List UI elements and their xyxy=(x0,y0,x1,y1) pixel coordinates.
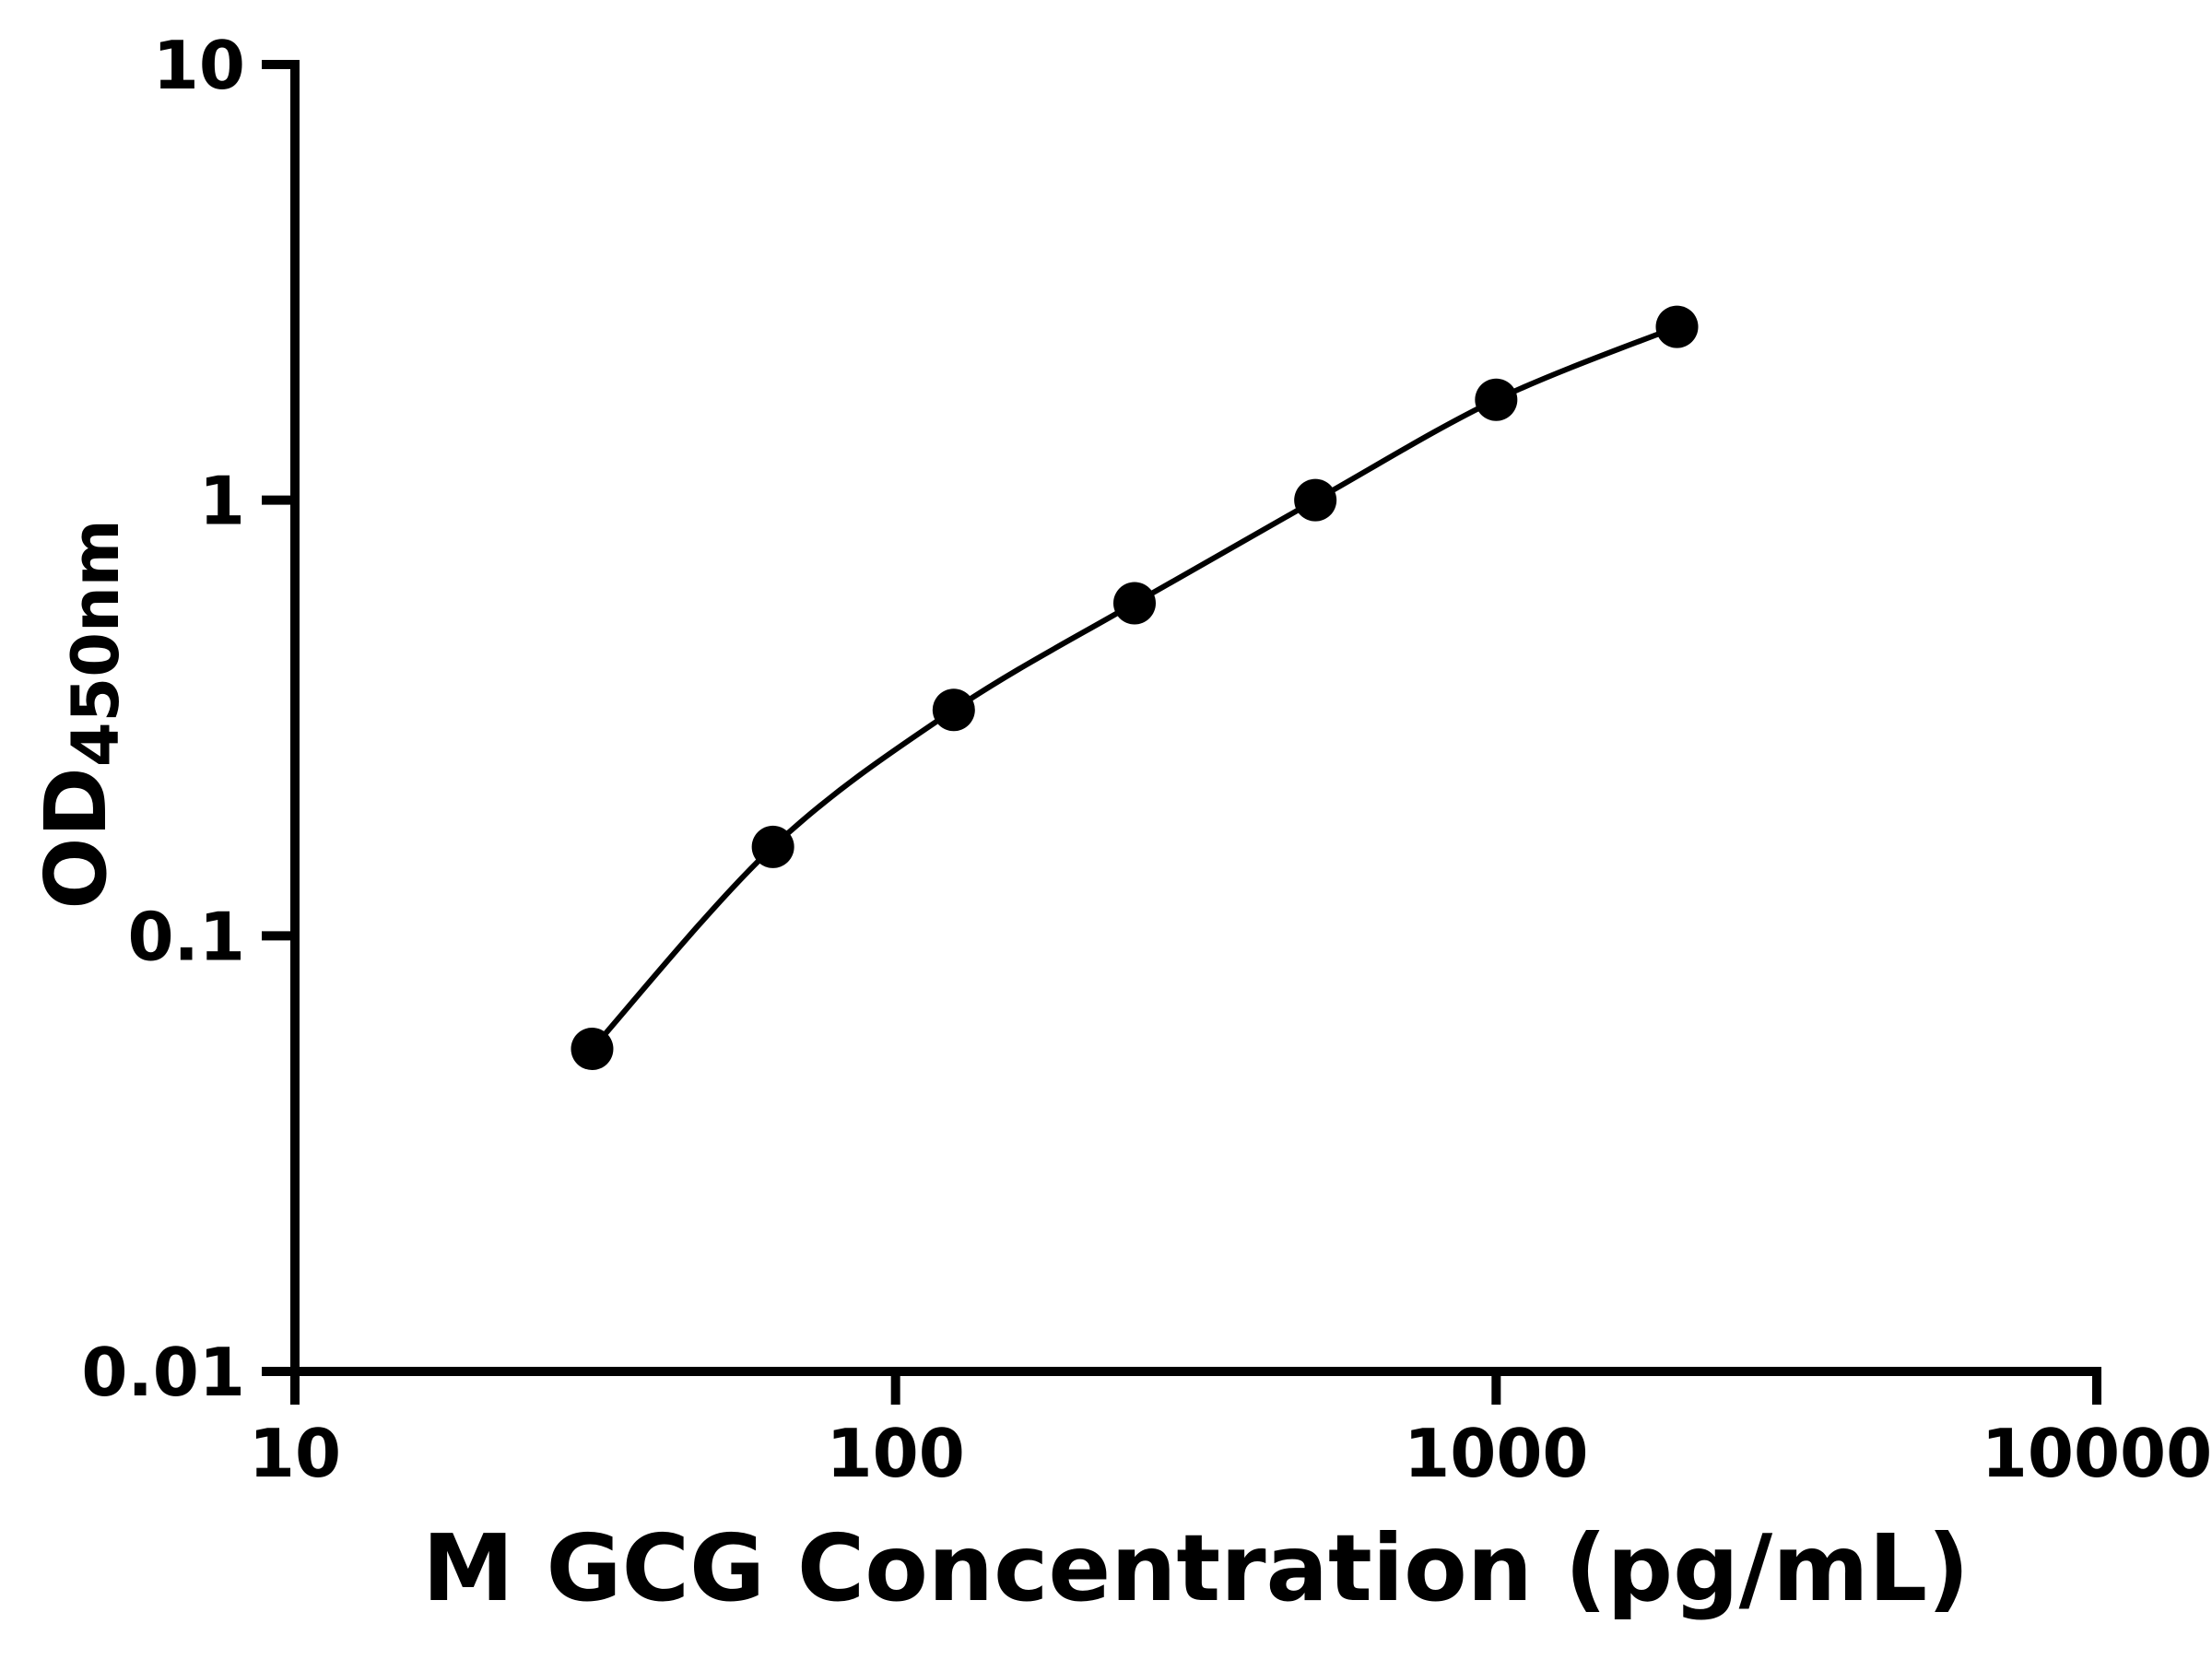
data-point xyxy=(1112,582,1156,625)
x-tick-label: 1000 xyxy=(1404,1415,1588,1492)
data-point xyxy=(1655,305,1699,348)
y-axis-title-subscript: 450nm xyxy=(58,519,134,768)
y-tick-label: 1 xyxy=(199,463,245,540)
data-point xyxy=(932,688,975,732)
data-point xyxy=(751,825,794,868)
data-point xyxy=(1294,478,1337,522)
data-point xyxy=(571,1028,614,1071)
x-tick-label: 100 xyxy=(827,1415,965,1492)
x-tick-label: 10 xyxy=(249,1415,341,1492)
data-point xyxy=(1475,378,1518,421)
y-axis-title-main: OD xyxy=(27,767,125,910)
y-axis-title: OD450nm xyxy=(27,519,134,909)
x-axis-title: M GCG Concentration (pg/mL) xyxy=(422,1514,1970,1622)
y-tick-label: 0.01 xyxy=(81,1334,245,1411)
y-tick-label: 0.1 xyxy=(127,898,245,975)
standard-curve-line xyxy=(590,324,1678,1052)
x-tick-label: 10000 xyxy=(1982,1415,2212,1492)
y-tick-label: 10 xyxy=(153,27,245,104)
